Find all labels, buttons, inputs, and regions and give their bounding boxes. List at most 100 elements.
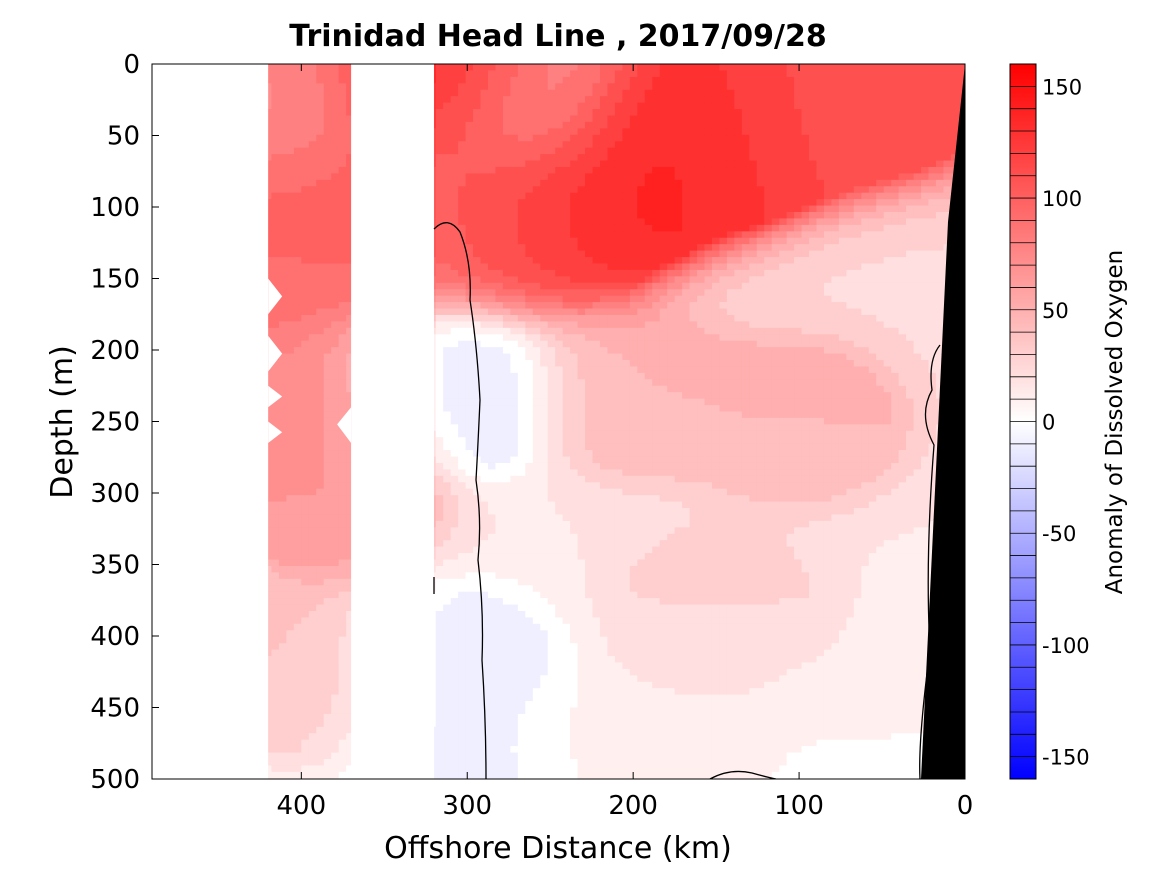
field-cell — [465, 398, 474, 406]
field-cell — [458, 656, 467, 664]
field-cell — [465, 688, 474, 696]
field-cell — [301, 405, 310, 413]
field-cell — [473, 720, 482, 728]
field-cell — [293, 173, 302, 181]
field-cell — [473, 128, 482, 136]
field-cell — [271, 244, 280, 252]
field-cell — [301, 308, 310, 316]
field-cell — [450, 553, 459, 561]
field-cell — [286, 199, 295, 207]
field-cell — [316, 385, 325, 393]
field-cell — [480, 501, 489, 509]
field-cell — [443, 771, 452, 779]
field-cell — [316, 726, 325, 734]
field-cell — [473, 765, 482, 773]
field-cell — [286, 411, 295, 419]
field-cell — [331, 353, 340, 361]
field-cell — [458, 739, 467, 747]
field-cell — [271, 681, 280, 689]
field-cell — [450, 540, 459, 548]
field-cell — [338, 392, 347, 400]
field-cell — [346, 488, 355, 496]
field-cell — [346, 630, 355, 638]
field-cell — [473, 302, 482, 310]
field-cell — [271, 469, 280, 477]
field-cell — [338, 218, 347, 226]
field-cell — [278, 417, 287, 425]
field-cell — [435, 314, 444, 322]
field-cell — [278, 462, 287, 470]
field-cell — [473, 205, 482, 213]
field-cell — [301, 109, 310, 117]
field-cell — [293, 257, 302, 265]
field-cell — [278, 257, 287, 265]
field-cell — [323, 707, 332, 715]
field-cell — [465, 360, 474, 368]
field-cell — [323, 495, 332, 503]
field-cell — [473, 257, 482, 265]
field-cell — [271, 282, 280, 290]
field-cell — [435, 482, 444, 490]
field-cell — [465, 134, 474, 142]
field-cell — [458, 347, 467, 355]
field-cell — [458, 295, 467, 303]
field-cell — [286, 212, 295, 220]
field-cell — [458, 520, 467, 528]
field-cell — [458, 771, 467, 779]
field-cell — [301, 707, 310, 715]
field-cell — [346, 186, 355, 194]
field-cell — [338, 224, 347, 232]
field-cell — [271, 314, 280, 322]
field-cell — [465, 771, 474, 779]
field-cell — [331, 720, 340, 728]
field-cell — [465, 533, 474, 541]
field-cell — [316, 360, 325, 368]
field-cell — [323, 417, 332, 425]
field-cell — [278, 656, 287, 664]
field-cell — [316, 411, 325, 419]
field-cell — [301, 302, 310, 310]
field-cell — [443, 688, 452, 696]
field-cell — [278, 437, 287, 445]
field-cell — [458, 83, 467, 91]
field-cell — [450, 385, 459, 393]
field-cell — [286, 134, 295, 142]
field-cell — [316, 109, 325, 117]
field-cell — [286, 121, 295, 129]
field-cell — [443, 192, 452, 200]
field-cell — [316, 598, 325, 606]
field-cell — [346, 372, 355, 380]
field-cell — [458, 707, 467, 715]
field-cell — [465, 752, 474, 760]
field-cell — [293, 765, 302, 773]
field-cell — [346, 610, 355, 619]
field-cell — [331, 462, 340, 470]
field-cell — [323, 701, 332, 709]
field-cell — [308, 308, 317, 316]
field-cell — [278, 134, 287, 142]
field-cell — [301, 585, 310, 593]
field-cell — [473, 713, 482, 721]
field-cell — [450, 166, 459, 174]
field-cell — [286, 308, 295, 316]
field-cell — [435, 430, 444, 438]
field-cell — [338, 360, 347, 368]
field-cell — [271, 173, 280, 181]
field-cell — [331, 379, 340, 387]
field-cell — [450, 250, 459, 258]
field-cell — [323, 508, 332, 516]
field-cell — [301, 462, 310, 470]
field-cell — [465, 70, 474, 78]
field-cell — [443, 269, 452, 277]
field-cell — [450, 199, 459, 207]
field-cell — [308, 495, 317, 503]
field-cell — [323, 675, 332, 683]
field-cell — [278, 115, 287, 123]
field-cell — [465, 250, 474, 258]
field-cell — [278, 366, 287, 374]
field-cell — [278, 643, 287, 651]
field-cell — [308, 76, 317, 84]
field-cell — [465, 417, 474, 425]
field-cell — [293, 553, 302, 561]
field-cell — [278, 231, 287, 239]
